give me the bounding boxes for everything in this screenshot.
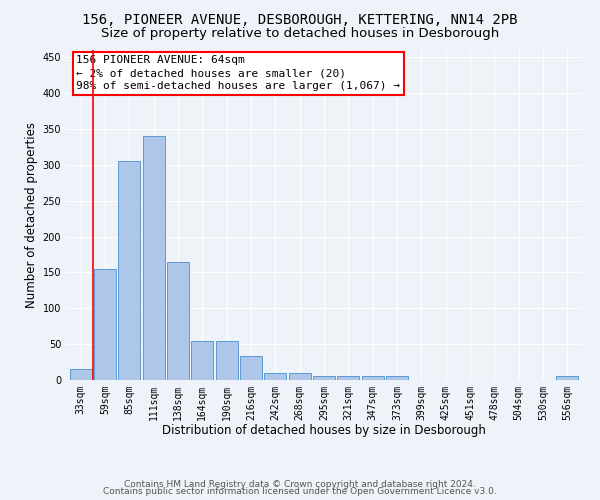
Bar bbox=[167, 262, 189, 380]
Text: 156, PIONEER AVENUE, DESBOROUGH, KETTERING, NN14 2PB: 156, PIONEER AVENUE, DESBOROUGH, KETTERI… bbox=[82, 12, 518, 26]
Bar bbox=[265, 373, 286, 380]
Bar bbox=[215, 340, 238, 380]
Bar bbox=[118, 161, 140, 380]
Bar bbox=[289, 373, 311, 380]
Text: Contains public sector information licensed under the Open Government Licence v3: Contains public sector information licen… bbox=[103, 488, 497, 496]
Bar bbox=[556, 376, 578, 380]
Bar bbox=[191, 340, 213, 380]
Text: Size of property relative to detached houses in Desborough: Size of property relative to detached ho… bbox=[101, 28, 499, 40]
Bar bbox=[94, 269, 116, 380]
Bar bbox=[313, 376, 335, 380]
X-axis label: Distribution of detached houses by size in Desborough: Distribution of detached houses by size … bbox=[162, 424, 486, 438]
Bar bbox=[386, 376, 408, 380]
Text: Contains HM Land Registry data © Crown copyright and database right 2024.: Contains HM Land Registry data © Crown c… bbox=[124, 480, 476, 489]
Bar bbox=[70, 369, 92, 380]
Bar bbox=[143, 136, 164, 380]
Y-axis label: Number of detached properties: Number of detached properties bbox=[25, 122, 38, 308]
Bar bbox=[240, 356, 262, 380]
Bar bbox=[362, 376, 383, 380]
Text: 156 PIONEER AVENUE: 64sqm
← 2% of detached houses are smaller (20)
98% of semi-d: 156 PIONEER AVENUE: 64sqm ← 2% of detach… bbox=[76, 55, 400, 92]
Bar bbox=[337, 376, 359, 380]
